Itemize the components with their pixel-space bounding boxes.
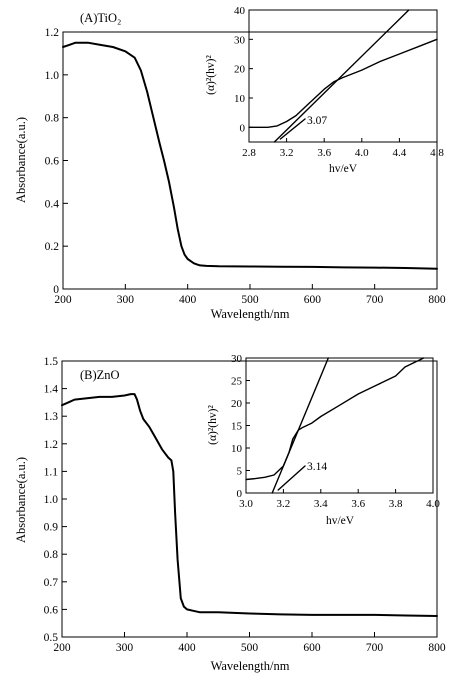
panel-b-inset-y-tick-label: 0 (237, 488, 243, 500)
panel-a-label: (A)TiO₂ (80, 11, 121, 25)
panel-b-inset-x-tick-label: 3.6 (351, 498, 365, 510)
panel-b-main-y-tick-label: 1.0 (44, 494, 59, 506)
panel-b-absorbance-curve (61, 393, 438, 617)
panel-a-main-y-tick-label: 0.4 (45, 198, 60, 210)
panel-a: (A)TiO₂ 200 300 400 500 600 700 80000.20.40.60… (14, 5, 446, 321)
panel-a-bandgap-leader (279, 118, 306, 140)
panel-b-inset-x-tick-label: 3.2 (277, 498, 291, 510)
panel-b-inset-curve (245, 357, 425, 481)
panel-b-main-x-tick-label: 300 (116, 642, 134, 654)
panel-b-bandgap-annotation: 3.14 (307, 461, 327, 473)
panel-b-inset-x-tick-label: 3.8 (389, 498, 403, 510)
panel-a-inset-y-tick-label: 30 (234, 34, 246, 46)
panel-b-main-y-tick-label: 1.3 (44, 411, 59, 423)
panel-b-main-x-tick-label: 700 (366, 642, 384, 654)
panel-b-main-y-tick-label: 0.7 (44, 577, 59, 589)
panel-a-inset-fit-line (273, 9, 410, 143)
panel-a-absorbance-curve (62, 41, 438, 270)
panel-b-inset-y-tick-label: 20 (231, 398, 243, 410)
panel-b-main-x-tick-label: 800 (428, 642, 446, 654)
panel-b-main-y-tick-label: 0.8 (44, 549, 59, 561)
panel-b-inset-y-axis-label: (α)²(hv)² (207, 405, 219, 445)
panel-b-inset-y-tick-label: 30 (231, 353, 243, 365)
panel-b-main-x-tick-label: 400 (178, 642, 196, 654)
panel-a-inset-ticks: 2.8 3.2 3.6 4.0 4.4 4.8 0 10 20 30 40 (234, 5, 444, 159)
panel-a-inset-x-tick-label: 2.8 (242, 147, 256, 159)
panel-a-main-x-tick-label: 500 (241, 294, 259, 306)
panel-b-main-ticks: 200 300 400 500 600 700 8000.50.60.70.80.91.01… (44, 356, 446, 654)
panel-a-inset-x-axis-label: hv/eV (329, 163, 358, 175)
panel-a-main-x-tick-label: 400 (179, 294, 197, 306)
panel-a-main-y-tick-label: 1.0 (45, 70, 60, 82)
panel-b-inset-frame (245, 357, 434, 494)
panel-a-x-axis-label: Wavelength/nm (211, 307, 290, 321)
panel-a-main-x-tick-label: 800 (428, 294, 446, 306)
panel-a-main-x-tick-label: 700 (366, 294, 384, 306)
panel-b-inset-x-tick-label: 3.0 (239, 498, 253, 510)
panel-b-main-x-tick-label: 200 (53, 642, 71, 654)
panel-b-main-y-tick-label: 1.1 (44, 466, 59, 478)
panel-b-main-y-tick-label: 0.6 (44, 604, 59, 616)
panel-a-inset-x-tick-label: 3.6 (317, 147, 331, 159)
panel-a-inset-y-axis-label: (α)²(hv)² (205, 55, 217, 95)
panel-a-main-y-tick-label: 1.2 (45, 27, 60, 39)
panel-a-inset-frame (248, 9, 438, 143)
panel-b-inset-y-tick-label: 5 (237, 466, 243, 478)
panel-a-main-frame (62, 31, 438, 290)
panel-b-inset-ticks: 3.0 3.2 3.4 3.6 3.8 4.0 0 5 10 15 20 25 30 (231, 353, 440, 510)
panel-b-inset-y-tick-label: 15 (231, 421, 243, 433)
panel-a-inset-curve (248, 38, 438, 128)
panel-b-bandgap-leader (277, 465, 306, 491)
panel-b-main-y-tick-label: 1.2 (44, 439, 59, 451)
panel-b-inset-x-tick-label: 4.0 (426, 498, 440, 510)
panel-b-inset-fit-line (271, 357, 329, 494)
panel-a-main-x-tick-label: 600 (304, 294, 322, 306)
panel-b-main-y-tick-label: 1.5 (44, 356, 59, 368)
panel-a-main-y-tick-label: 0 (53, 284, 59, 296)
panel-b-main-y-tick-label: 0.5 (44, 632, 59, 644)
panel-b-inset-y-tick-label: 10 (231, 443, 243, 455)
panel-a-inset-y-tick-label: 0 (240, 122, 246, 134)
panel-b-main-y-tick-label: 0.9 (44, 522, 59, 534)
panel-a-main-y-tick-label: 0.2 (45, 241, 60, 253)
panel-a-inset-y-tick-label: 40 (234, 5, 246, 17)
panel-a-main-x-tick-label: 300 (117, 294, 135, 306)
panel-a-inset-x-tick-label: 3.2 (280, 147, 294, 159)
panel-a-main-y-tick-label: 0.8 (45, 113, 60, 125)
panel-b: (B)ZnO 200 300 400 500 600 700 8000.50.60.70.8… (14, 353, 446, 673)
panel-b-inset-y-tick-label: 25 (231, 376, 243, 388)
panel-b-main-x-tick-label: 600 (303, 642, 321, 654)
panel-a-y-axis-label: Absorbance(a.u.) (14, 117, 28, 203)
panel-b-inset-x-axis-label: hv/eV (326, 515, 355, 527)
panel-a-inset-y-tick-label: 20 (234, 64, 246, 76)
panel-a-inset-x-tick-label: 4.8 (430, 147, 444, 159)
panel-a-inset-x-tick-label: 4.4 (393, 147, 407, 159)
panel-b-main-y-tick-label: 1.4 (44, 384, 59, 396)
panel-a-main-x-tick-label: 200 (54, 294, 72, 306)
panel-a-inset-y-tick-label: 10 (234, 93, 246, 105)
panel-b-y-axis-label: Absorbance(a.u.) (14, 457, 28, 543)
panel-b-main-x-tick-label: 500 (241, 642, 259, 654)
panel-a-bandgap-annotation: 3.07 (307, 115, 327, 127)
panel-a-main-y-tick-label: 0.6 (45, 156, 60, 168)
panel-b-label: (B)ZnO (80, 368, 120, 382)
panel-a-inset-x-tick-label: 4.0 (355, 147, 369, 159)
panel-b-x-axis-label: Wavelength/nm (211, 659, 290, 673)
panel-b-inset-x-tick-label: 3.4 (314, 498, 328, 510)
